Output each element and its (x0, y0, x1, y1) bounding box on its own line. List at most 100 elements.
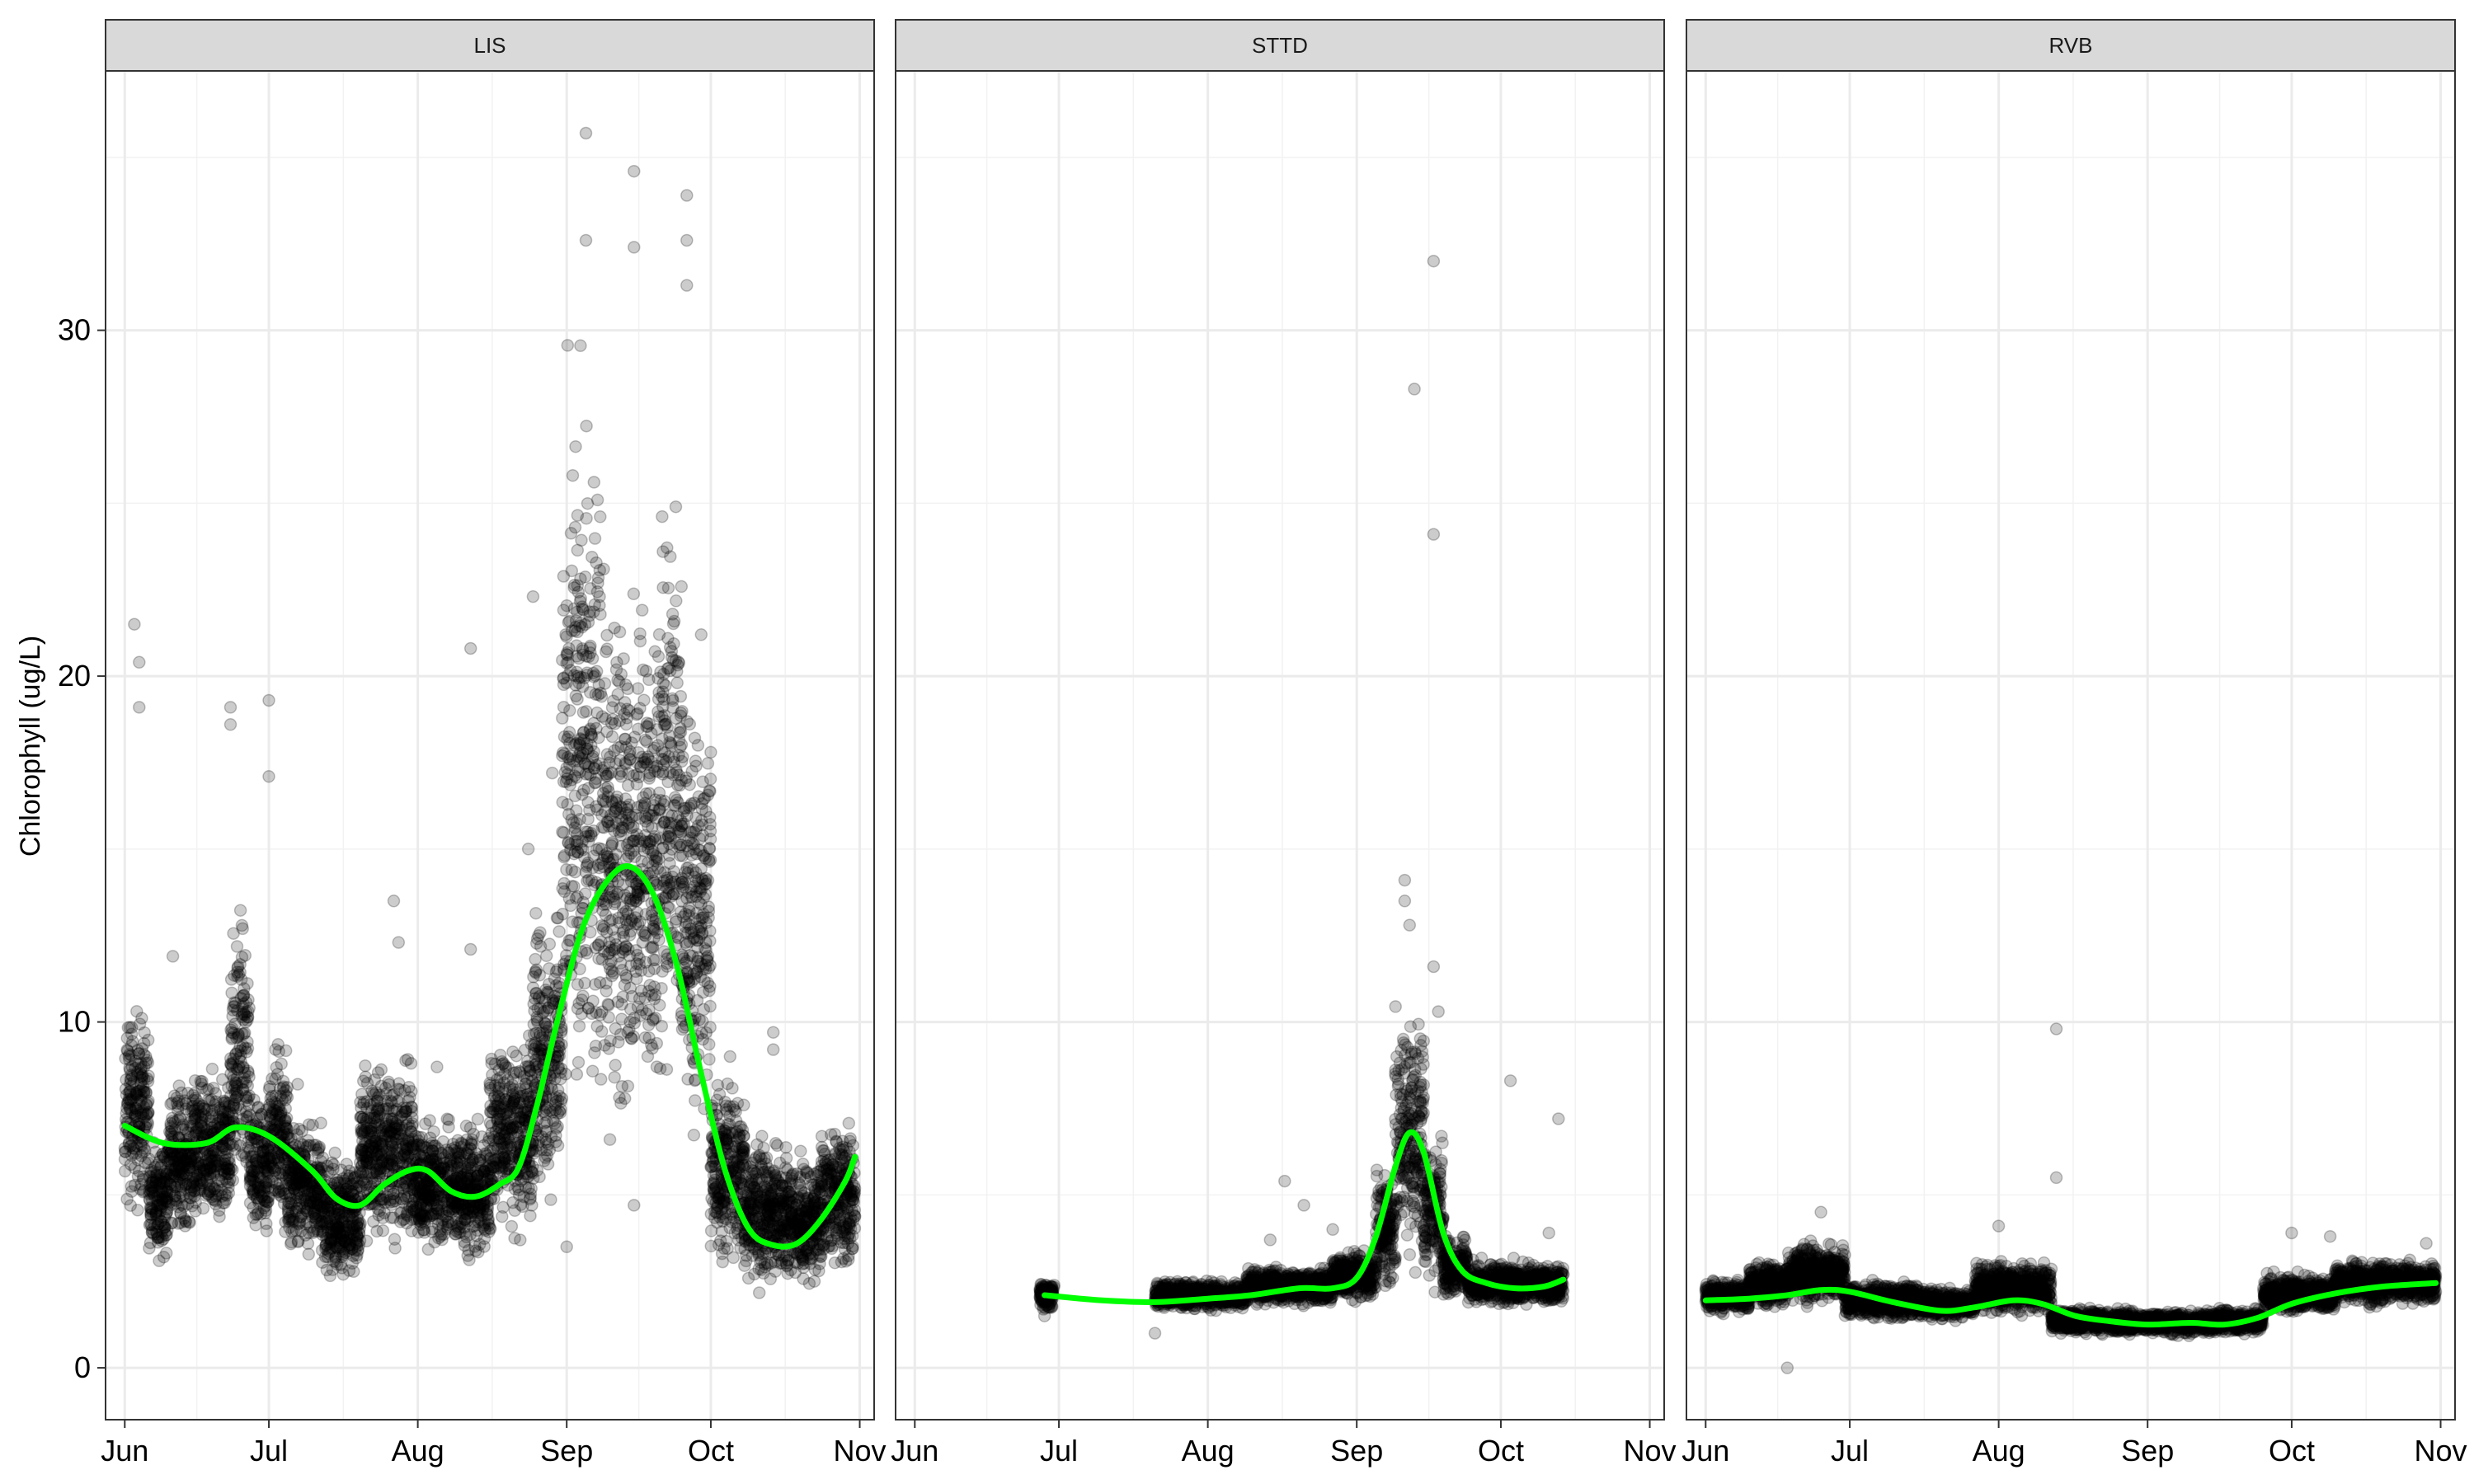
data-point (137, 1072, 151, 1086)
data-point (666, 608, 680, 621)
data-point (146, 1186, 159, 1200)
data-point (608, 621, 621, 635)
data-point (159, 1247, 173, 1260)
data-point (129, 1101, 142, 1115)
data-point (136, 1080, 150, 1094)
data-point (129, 1105, 143, 1118)
data-point (136, 1084, 150, 1098)
data-point (271, 1152, 285, 1165)
data-point (266, 1095, 279, 1108)
data-point (281, 1200, 295, 1214)
data-point (269, 1043, 282, 1056)
data-point (123, 1021, 137, 1035)
data-point (412, 1212, 426, 1226)
data-point (496, 1200, 510, 1214)
data-point (662, 750, 675, 763)
data-point (417, 1226, 431, 1239)
data-point (139, 1144, 152, 1158)
data-point (141, 1115, 154, 1129)
data-point (226, 1173, 240, 1187)
data-point (133, 1117, 146, 1130)
data-point (122, 1050, 136, 1063)
y-tick-label: 10 (58, 1005, 91, 1039)
data-point (570, 754, 584, 768)
data-point (226, 1109, 239, 1123)
data-point (510, 1049, 523, 1063)
data-point (151, 1194, 164, 1208)
data-point (639, 787, 653, 801)
data-point (458, 1238, 472, 1252)
data-point (141, 1033, 155, 1047)
data-point (609, 796, 623, 809)
data-point (703, 1053, 716, 1066)
data-point (146, 1176, 159, 1190)
data-point (118, 1142, 132, 1155)
data-point (428, 1235, 441, 1249)
data-point (131, 1204, 144, 1217)
data-point (556, 908, 570, 921)
data-point (394, 1129, 407, 1143)
data-point (703, 784, 716, 797)
data-point (656, 965, 669, 978)
data-point (249, 1219, 262, 1232)
data-point (594, 686, 608, 700)
data-point (133, 1017, 147, 1031)
data-point (683, 717, 697, 731)
data-point (133, 1097, 146, 1111)
data-point (624, 959, 637, 973)
data-point (557, 850, 571, 864)
data-point (607, 966, 620, 980)
data-point (210, 1185, 224, 1198)
data-point (275, 1057, 288, 1071)
data-point (610, 655, 623, 669)
data-point (588, 532, 602, 545)
data-point (561, 339, 575, 352)
data-point (580, 705, 593, 718)
data-point (354, 1217, 367, 1230)
data-point (656, 580, 670, 594)
data-point (689, 811, 703, 824)
data-point (136, 1145, 149, 1159)
data-point (125, 1039, 139, 1052)
facet-strip (105, 19, 875, 72)
data-point (141, 1106, 155, 1120)
data-point (685, 837, 699, 850)
data-point (658, 815, 671, 829)
data-point (154, 1150, 167, 1164)
data-point (565, 863, 579, 877)
data-point (129, 1147, 143, 1160)
data-point (559, 1068, 572, 1081)
data-point (581, 742, 594, 755)
data-point (570, 1068, 584, 1081)
data-point (155, 1234, 168, 1247)
data-point (653, 998, 666, 1012)
data-point (656, 510, 669, 524)
data-point (563, 778, 577, 791)
data-point (120, 1031, 134, 1045)
data-point (696, 985, 710, 999)
data-point (125, 1180, 139, 1193)
data-point (557, 885, 571, 899)
data-point (597, 761, 611, 774)
data-point (597, 562, 610, 576)
data-point (125, 1060, 139, 1073)
data-point (120, 1073, 133, 1087)
data-point (134, 1093, 148, 1106)
data-point (571, 509, 585, 522)
data-point (159, 1208, 172, 1222)
data-point (614, 740, 628, 754)
data-point (129, 1087, 143, 1100)
data-point (645, 726, 658, 740)
data-point (634, 760, 647, 773)
data-point (614, 824, 628, 838)
data-point (189, 1092, 202, 1105)
data-point (128, 1108, 142, 1121)
data-point (154, 1174, 167, 1187)
data-point (412, 1193, 426, 1207)
data-point (136, 1172, 150, 1186)
data-point (584, 646, 597, 660)
data-point (125, 1027, 139, 1041)
data-point (693, 1013, 706, 1026)
data-point (506, 1078, 520, 1092)
data-point (589, 669, 602, 683)
